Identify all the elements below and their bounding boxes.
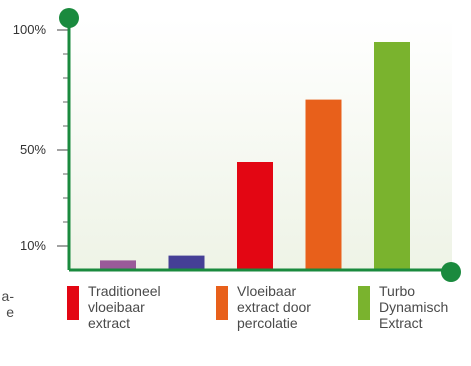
bar-5 (374, 42, 410, 270)
legend-swatch (216, 286, 228, 320)
bar-1 (100, 260, 136, 270)
y-tick-label: 50% (20, 142, 46, 157)
legend-swatch (67, 286, 79, 320)
legend-label: Vloeibaar extract door percolatie (237, 283, 311, 331)
bars-group (100, 42, 410, 270)
bar-3 (237, 162, 273, 270)
y-tick-label: 10% (20, 238, 46, 253)
bar-4 (305, 99, 342, 270)
legend-cut-label: a- e (1, 288, 14, 320)
legend-label: Turbo Dynamisch Extract (379, 283, 449, 331)
bar-2 (168, 255, 205, 270)
legend-label: Traditioneel vloeibaar extract (88, 283, 161, 331)
x-axis-end-dot (441, 262, 461, 282)
legend-item-turbo: Turbo Dynamisch Extract (358, 283, 448, 331)
y-axis-end-dot (59, 8, 79, 28)
legend-item-percolatie: Vloeibaar extract door percolatie (216, 283, 311, 331)
legend-item-traditioneel: Traditioneel vloeibaar extract (67, 283, 161, 331)
y-tick-label: 100% (13, 22, 47, 37)
legend-swatch (358, 286, 370, 320)
y-axis-major-ticks: 10% 50% 100% (13, 22, 69, 253)
